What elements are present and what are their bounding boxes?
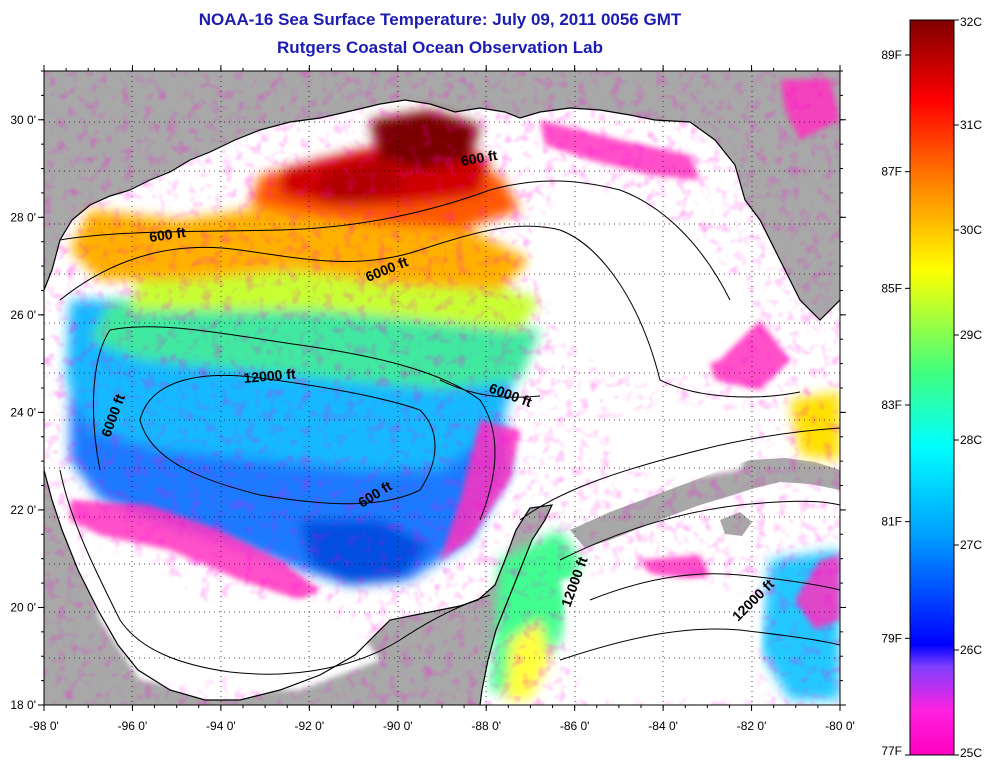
coastline bbox=[44, 99, 840, 705]
x-tick-label: -86 0' bbox=[560, 719, 590, 733]
y-tick-label: 18 0' bbox=[10, 698, 36, 712]
contour-label-600ft-north: 600 ft bbox=[460, 147, 499, 169]
y-tick-label: 30 0' bbox=[10, 113, 36, 127]
y-tick-label: 28 0' bbox=[10, 210, 36, 224]
map-axes: -98 0' -96 0' -94 0' -92 0' -90 0' -88 0' -86 … bbox=[10, 65, 855, 733]
y-tick-label: 26 0' bbox=[10, 308, 36, 322]
y-tick-label: 22 0' bbox=[10, 503, 36, 517]
x-tick-label: -80 0' bbox=[825, 719, 855, 733]
y-tick-label: 24 0' bbox=[10, 405, 36, 419]
x-tick-label: -92 0' bbox=[295, 719, 325, 733]
x-tick-label: -90 0' bbox=[383, 719, 413, 733]
x-tick-label: -98 0' bbox=[29, 719, 59, 733]
y-tick-label: 20 0' bbox=[10, 600, 36, 614]
x-tick-label: -84 0' bbox=[648, 719, 678, 733]
map-subtitle: Rutgers Coastal Ocean Observation Lab bbox=[277, 38, 603, 57]
x-tick-label: -94 0' bbox=[206, 719, 236, 733]
map-title: NOAA-16 Sea Surface Temperature: July 09… bbox=[198, 10, 682, 29]
x-tick-label: -96 0' bbox=[118, 719, 148, 733]
contour-label-600ft-west: 600 ft bbox=[148, 224, 187, 245]
x-tick-label: -88 0' bbox=[471, 719, 501, 733]
contour-label-12000ft-central: 12000 ft bbox=[243, 365, 297, 386]
x-tick-label: -82 0' bbox=[737, 719, 767, 733]
bathymetry-contours bbox=[59, 180, 840, 675]
graticule bbox=[44, 71, 840, 705]
